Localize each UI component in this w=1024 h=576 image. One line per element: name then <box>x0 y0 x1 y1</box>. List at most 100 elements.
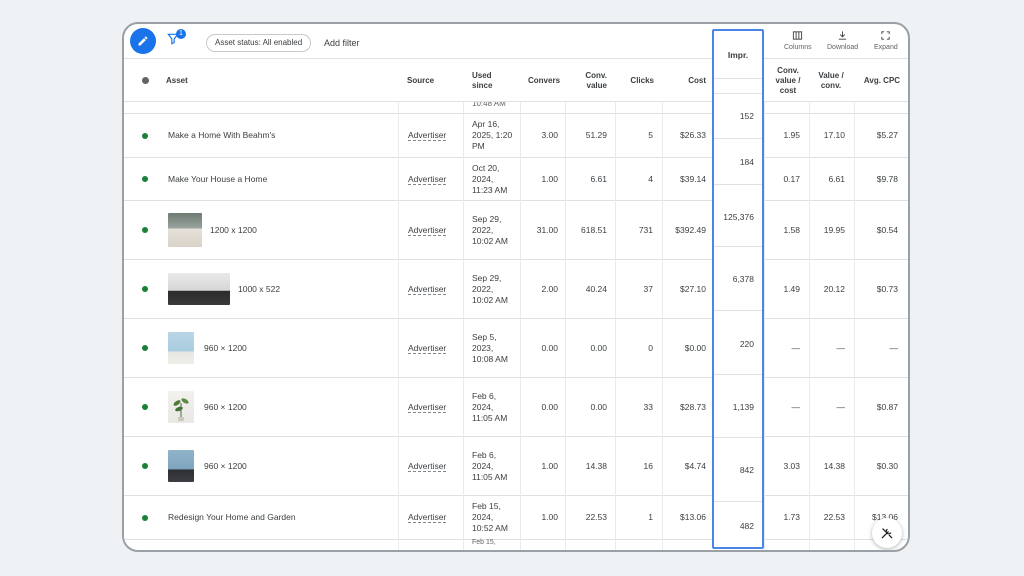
asset-dimensions: 960 × 1200 <box>204 460 247 471</box>
avg-cpc-cell: $13.06 <box>872 512 898 522</box>
impressions-cell: 220 <box>739 339 754 349</box>
impressions-cell: 125,376 <box>723 212 754 222</box>
asset-thumbnail[interactable] <box>168 273 230 305</box>
source-link[interactable]: Advertiser <box>408 224 447 235</box>
source-link[interactable]: Advertiser <box>408 401 447 412</box>
columns-icon <box>793 31 803 40</box>
impressions-column-header[interactable]: Impr. <box>714 31 762 79</box>
clicks-column-header[interactable]: Clicks <box>630 75 654 85</box>
source-link[interactable]: Advertiser <box>408 512 447 522</box>
impressions-cell: 842 <box>739 465 754 475</box>
table-row-partial: Feb 15, <box>124 539 908 550</box>
pencil-icon <box>138 36 148 46</box>
value-conv-cell: 19.95 <box>823 224 845 235</box>
used-since-cell: Feb 6, 2024, 11:05 AM <box>472 449 508 482</box>
asset-thumbnail[interactable] <box>168 332 194 364</box>
download-button[interactable]: Download <box>827 30 858 51</box>
asset-text[interactable]: Make Your House a Home <box>168 173 268 184</box>
asset-text[interactable]: Redesign Your Home and Garden <box>168 512 296 522</box>
source-cell[interactable]: Advertiser <box>408 158 446 200</box>
expand-label: Expand <box>874 44 898 51</box>
row-divider <box>714 93 762 94</box>
used-since-column-header[interactable]: Used since <box>472 70 493 90</box>
conv-value-cell: 40.24 <box>585 283 607 294</box>
filter-count-badge: 1 <box>176 29 186 39</box>
conv-value-cost-column-header[interactable]: Conv. value / cost <box>775 65 801 95</box>
conversions-column-header[interactable]: Convers <box>528 75 561 85</box>
table-row[interactable]: 960 × 1200 Advertiser Sep 5, 2023, 10:08… <box>124 319 908 378</box>
column-divider <box>662 58 663 550</box>
status-header <box>142 59 149 102</box>
asset-thumbnail[interactable] <box>168 450 194 482</box>
asset-thumbnail[interactable] <box>168 213 202 247</box>
source-column-header[interactable]: Source <box>407 75 435 85</box>
source-link[interactable]: Advertiser <box>408 173 447 184</box>
asset-thumbnail[interactable] <box>168 391 194 423</box>
impressions-cell: 482 <box>739 521 754 531</box>
used-since-cell: Sep 29, 2022, 10:02 AM <box>472 272 508 305</box>
status-dot <box>142 158 148 200</box>
avg-cpc-column-header[interactable]: Avg. CPC <box>863 75 901 85</box>
column-divider <box>854 58 855 550</box>
status-dot <box>142 496 148 539</box>
conv-value-cost-cell: 1.49 <box>783 283 800 294</box>
avg-cpc-cell: $9.78 <box>876 173 898 184</box>
source-link[interactable]: Advertiser <box>408 130 447 140</box>
edit-button[interactable] <box>130 28 156 54</box>
table-row[interactable]: 1200 x 1200 Advertiser Sep 29, 2022, 10:… <box>124 201 908 260</box>
impressions-cell: 6,378 <box>732 274 754 284</box>
table-row[interactable]: Make Your House a Home Advertiser Oct 20… <box>124 158 908 201</box>
columns-button[interactable]: Columns <box>784 30 812 51</box>
row-divider <box>714 437 762 438</box>
cost-cell: $39.14 <box>680 173 706 184</box>
value-conv-cell: — <box>836 401 846 412</box>
used-since-cell: Sep 5, 2023, 10:08 AM <box>472 331 508 364</box>
value-conv-cell: 14.38 <box>823 460 845 471</box>
source-cell[interactable]: Advertiser <box>408 201 446 259</box>
value-conv-cell: — <box>836 342 846 353</box>
asset-dimensions: 1000 x 522 <box>238 283 281 294</box>
clicks-cell: 37 <box>643 283 653 294</box>
conv-value-cell: 618.51 <box>581 224 607 235</box>
source-link[interactable]: Advertiser <box>408 283 447 294</box>
used-since-cell: 10:48 AM <box>472 99 506 108</box>
conversions-cell: 1.00 <box>541 512 558 522</box>
cost-column-header[interactable]: Cost <box>688 75 706 85</box>
impressions-cell: 1,139 <box>732 402 754 412</box>
clicks-cell: 5 <box>648 130 653 140</box>
conversions-cell: 1.00 <box>541 173 558 184</box>
table-row[interactable]: 1000 x 522 Advertiser Sep 29, 2022, 10:0… <box>124 260 908 319</box>
asset-text[interactable]: Make a Home With Beahm's <box>168 130 276 140</box>
value-conv-column-header[interactable]: Value / conv. <box>818 70 844 90</box>
column-divider <box>565 58 566 550</box>
expand-button[interactable]: Expand <box>874 30 898 51</box>
table-row[interactable]: Make a Home With Beahm's Advertiser Apr … <box>124 114 908 158</box>
avg-cpc-cell: — <box>889 342 899 353</box>
row-divider <box>714 374 762 375</box>
conv-value-cell: 22.53 <box>585 512 607 522</box>
source-cell[interactable]: Advertiser <box>408 260 446 318</box>
table-row[interactable]: 960 × 1200 Advertiser Feb 6, 2024, 11:05… <box>124 437 908 496</box>
source-link[interactable]: Advertiser <box>408 460 447 471</box>
status-dot <box>142 437 148 495</box>
table-row[interactable]: Redesign Your Home and Garden Advertiser… <box>124 496 908 540</box>
tools-button[interactable] <box>872 518 902 548</box>
source-cell[interactable]: Advertiser <box>408 319 446 377</box>
conv-value-column-header[interactable]: Conv. value <box>585 70 607 90</box>
table-row[interactable]: 960 × 1200 Advertiser Feb 6, 2024, 11:05… <box>124 378 908 437</box>
asset-column-header[interactable]: Asset <box>166 75 188 85</box>
source-cell[interactable]: Advertiser <box>408 496 446 539</box>
campaign-assets-panel: 1 Asset status: All enabled Add filter C… <box>122 22 910 552</box>
add-filter-button[interactable]: Add filter <box>324 38 360 48</box>
source-link[interactable]: Advertiser <box>408 342 447 353</box>
cost-cell: $13.06 <box>680 512 706 522</box>
source-cell[interactable]: Advertiser <box>408 378 446 436</box>
table-header: Asset Source Used since Convers Conv. va… <box>124 58 908 102</box>
cost-cell: $28.73 <box>680 401 706 412</box>
conv-value-cell: 6.61 <box>590 173 607 184</box>
asset-status-filter-chip[interactable]: Asset status: All enabled <box>206 34 312 52</box>
source-cell[interactable]: Advertiser <box>408 437 446 495</box>
clicks-cell: 1 <box>648 512 653 522</box>
source-cell[interactable]: Advertiser <box>408 114 446 157</box>
conversions-cell: 1.00 <box>541 460 558 471</box>
